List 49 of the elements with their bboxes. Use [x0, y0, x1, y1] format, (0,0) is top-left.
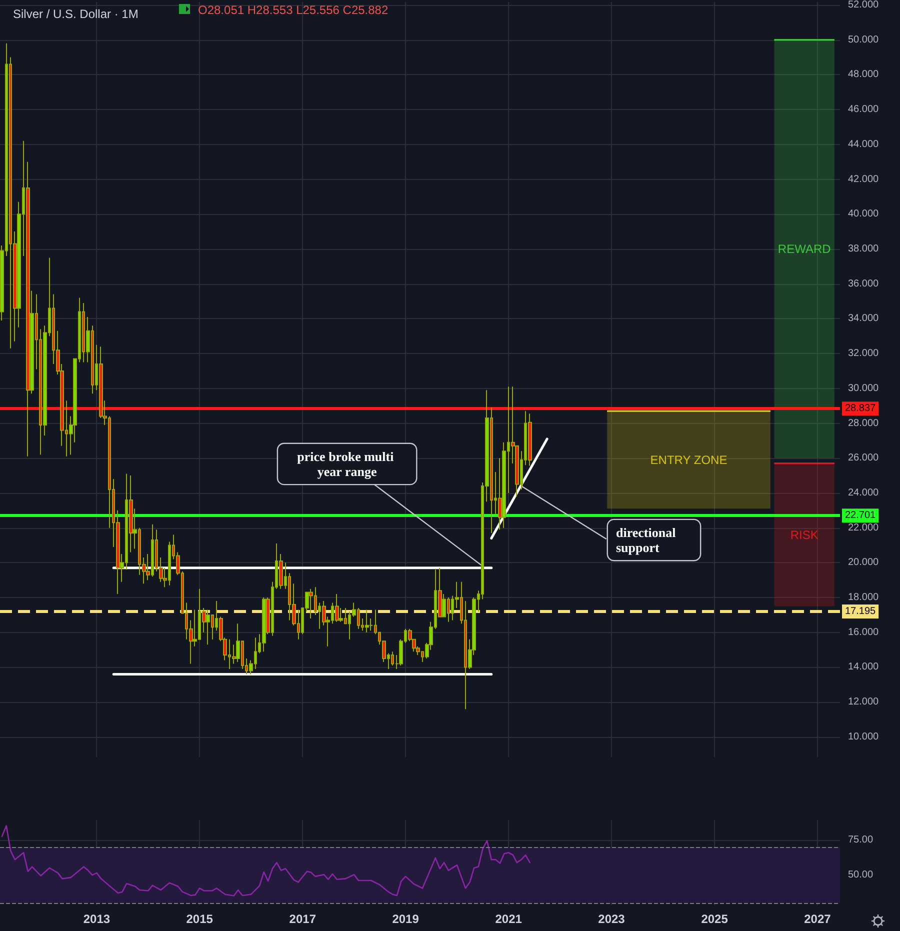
- y-tick-label: 32.000: [848, 348, 880, 360]
- candlestick: [309, 588, 313, 619]
- text: RISK: [790, 528, 818, 542]
- y-tick-label: 42.000: [848, 174, 880, 185]
- y-tick-label: 52.000: [848, 0, 880, 10]
- y-tick-label: 34.000: [848, 313, 880, 324]
- candlestick: [365, 609, 369, 633]
- y-tick-label: 20.000: [848, 557, 880, 568]
- x-tick-label: 2021: [495, 912, 522, 926]
- x-tick-label: 2027: [804, 912, 832, 926]
- x-tick-label: 2025: [701, 912, 728, 926]
- candlestick: [262, 597, 266, 652]
- y-tick-label: 36.000: [848, 278, 880, 290]
- x-tick-label: 2015: [186, 912, 214, 926]
- chart-title: Silver / U.S. Dollar · 1M: [13, 7, 138, 21]
- y-tick-label: 16.000: [848, 626, 880, 638]
- y-tick-label: 48.000: [848, 69, 880, 80]
- y-tick-label: 46.000: [848, 104, 880, 116]
- y-tick-label: 28.000: [848, 418, 880, 429]
- candlestick: [335, 594, 339, 622]
- annotation: O28.051 H28.553 L25.556 C25.882: [198, 3, 388, 17]
- y-tick-label: 38.000: [848, 243, 880, 254]
- y-tick-label: 22.000: [848, 522, 880, 534]
- annotation: price broke multi year range: [297, 448, 397, 479]
- x-tick-label: 2023: [598, 912, 626, 926]
- x-tick-label: 2019: [392, 912, 420, 926]
- y-tick-label: 26.000: [848, 452, 880, 464]
- ref-line-label: 17.195: [845, 606, 876, 617]
- y-tick-label: 40.000: [848, 208, 880, 220]
- y-tick-label: 18.000: [848, 592, 880, 604]
- y-tick-label: 24.000: [848, 487, 880, 498]
- ref-line-label: 28.837: [845, 403, 876, 414]
- ref-line-label: 22.701: [845, 510, 876, 522]
- x-tick-label: 2013: [83, 912, 110, 926]
- candlestick: [528, 413, 532, 466]
- annotation: directional support: [616, 525, 679, 556]
- candlestick: [206, 609, 210, 646]
- line-series: [1, 825, 531, 896]
- y-tick-label: 14.000: [848, 662, 880, 673]
- y-tick-label: 50.00: [848, 870, 874, 881]
- x-tick-label: 2017: [289, 912, 316, 926]
- y-tick-label: 50.000: [848, 34, 880, 46]
- y-tick-label: 75.00: [848, 834, 874, 846]
- y-tick-label: 12.000: [848, 696, 880, 708]
- y-tick-label: 10.000: [848, 731, 880, 742]
- text: REWARD: [778, 242, 832, 256]
- text: ENTRY ZONE: [650, 452, 728, 467]
- y-tick-label: 30.000: [848, 382, 880, 394]
- y-tick-label: 44.000: [848, 138, 880, 150]
